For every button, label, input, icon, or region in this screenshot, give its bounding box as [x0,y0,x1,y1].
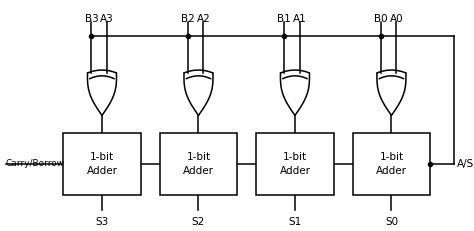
Text: S2: S2 [192,217,205,227]
Text: B1: B1 [277,14,291,24]
Text: B3: B3 [84,14,98,24]
Text: 1-bit
Adder: 1-bit Adder [376,152,407,176]
Text: A1: A1 [293,14,307,24]
Text: B0: B0 [374,14,388,24]
Text: 1-bit
Adder: 1-bit Adder [280,152,310,176]
Text: S0: S0 [385,217,398,227]
Text: B2: B2 [181,14,195,24]
Bar [64,133,141,195]
Text: 1-bit
Adder: 1-bit Adder [183,152,214,176]
Bar [353,133,430,195]
Text: Carry/Borrow: Carry/Borrow [6,159,64,168]
Text: A2: A2 [196,14,210,24]
Text: 1-bit
Adder: 1-bit Adder [86,152,118,176]
Text: A0: A0 [390,14,403,24]
Text: S1: S1 [288,217,301,227]
Bar [160,133,237,195]
Text: A3: A3 [100,14,114,24]
Text: S3: S3 [95,217,109,227]
Bar [256,133,334,195]
Text: A/S: A/S [457,159,474,169]
